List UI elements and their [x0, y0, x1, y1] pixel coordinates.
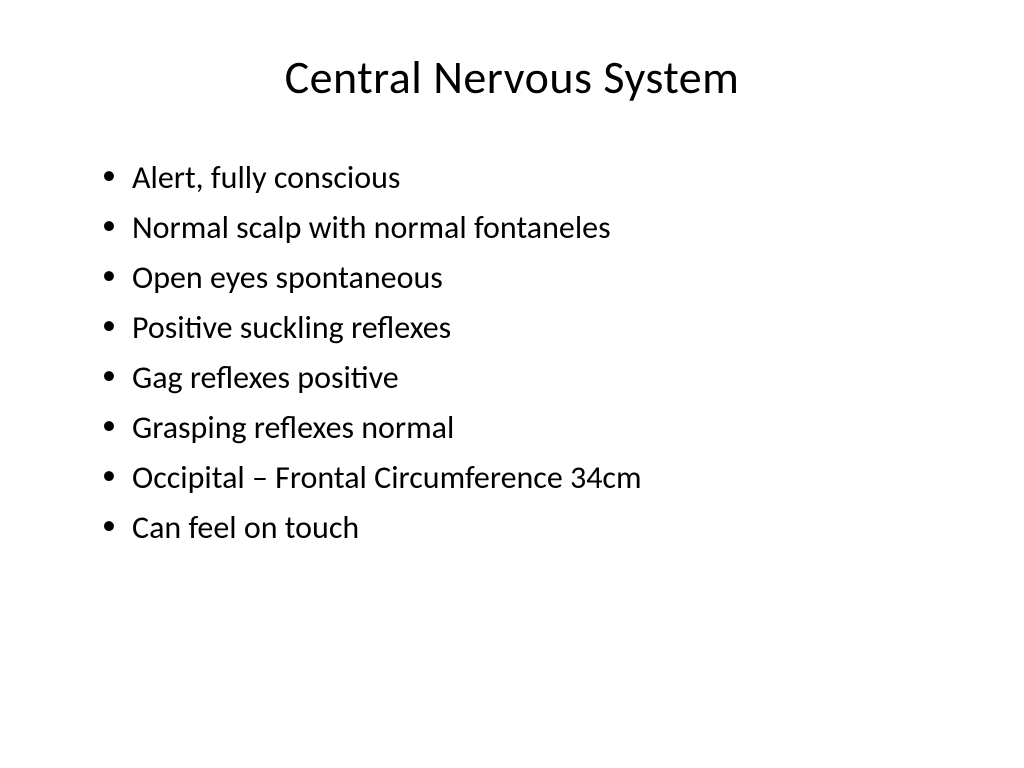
slide-container: Central Nervous System Alert, fully cons…	[0, 0, 1024, 768]
slide-title: Central Nervous System	[70, 50, 954, 106]
list-item: Alert, fully conscious	[102, 154, 954, 202]
list-item: Normal scalp with normal fontaneles	[102, 204, 954, 252]
list-item: Occipital – Frontal Circumference 34cm	[102, 454, 954, 502]
list-item: Can feel on touch	[102, 504, 954, 552]
list-item: Positive suckling reflexes	[102, 304, 954, 352]
list-item: Gag reflexes positive	[102, 354, 954, 402]
list-item: Grasping reflexes normal	[102, 404, 954, 452]
bullet-list: Alert, fully conscious Normal scalp with…	[70, 154, 954, 552]
list-item: Open eyes spontaneous	[102, 254, 954, 302]
